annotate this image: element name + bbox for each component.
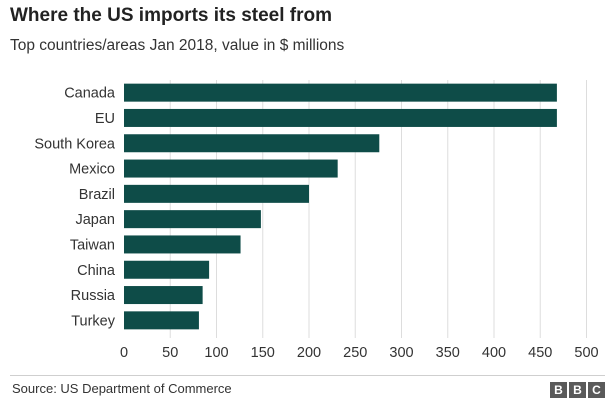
bbc-logo: B B C: [550, 382, 605, 398]
bar: [124, 260, 210, 279]
x-tick-label: 350: [436, 345, 460, 361]
bar: [124, 108, 557, 127]
x-tick-label: 0: [120, 345, 128, 361]
bar: [124, 83, 557, 102]
x-tick-label: 400: [482, 345, 506, 361]
category-label: South Korea: [34, 136, 116, 152]
chart-subtitle: Top countries/areas Jan 2018, value in $…: [10, 37, 345, 54]
x-tick-label: 300: [389, 345, 413, 361]
x-tick-label: 500: [574, 345, 598, 361]
x-tick-label: 250: [343, 345, 367, 361]
bar: [124, 134, 380, 153]
logo-letter: B: [550, 382, 567, 398]
bar: [124, 311, 199, 330]
bar-chart: Canada EU South Korea Mexico Brazil Japan Taiw…: [34, 80, 599, 361]
x-tick-label: 200: [297, 345, 321, 361]
footer-divider: [10, 375, 605, 376]
category-label: China: [77, 263, 116, 279]
category-label: Brazil: [79, 187, 115, 203]
x-tick-label: 100: [204, 345, 228, 361]
bar: [124, 286, 203, 305]
source-note: Source: US Department of Commerce: [12, 381, 232, 396]
category-label: Canada: [64, 86, 116, 102]
chart-title: Where the US imports its steel from: [10, 5, 333, 26]
x-tick-label: 150: [251, 345, 275, 361]
bars: [124, 83, 557, 330]
category-label: Japan: [75, 212, 115, 228]
bar: [124, 235, 241, 254]
bar: [124, 159, 338, 178]
x-tick-label: 50: [162, 345, 178, 361]
bar: [124, 210, 261, 229]
bar: [124, 184, 309, 203]
category-label: EU: [95, 111, 115, 127]
logo-letter: C: [588, 382, 605, 398]
x-tick-label: 450: [528, 345, 552, 361]
category-labels: Canada EU South Korea Mexico Brazil Japan Taiw…: [34, 86, 116, 330]
logo-letter: B: [569, 382, 586, 398]
category-label: Turkey: [71, 313, 116, 329]
category-label: Mexico: [69, 162, 115, 178]
x-axis-tick-labels: 0 50 100 150 200 250 300 350 400 450 500: [120, 345, 599, 361]
category-label: Taiwan: [70, 237, 115, 253]
category-label: Russia: [71, 288, 116, 304]
